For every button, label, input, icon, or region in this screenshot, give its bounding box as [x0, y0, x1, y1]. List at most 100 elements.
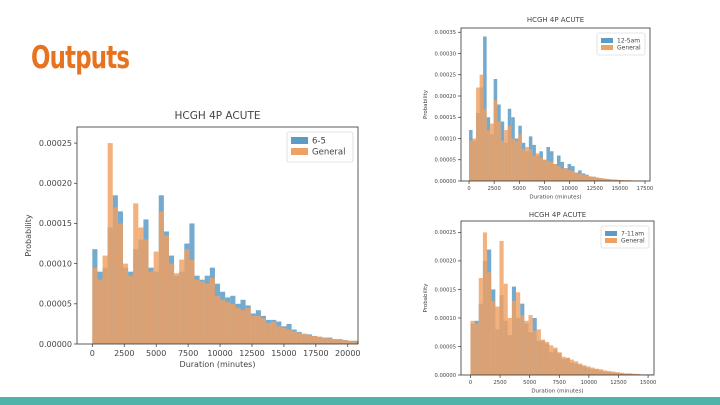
bar-general-4 [112, 207, 118, 344]
legend-label: 6-5 [312, 137, 326, 147]
bar-general-45 [627, 180, 631, 181]
x-tick-label: 20000 [335, 349, 360, 358]
bar-general-39 [606, 178, 610, 182]
bar-general-41 [613, 179, 617, 181]
bar-general-21 [542, 159, 547, 181]
bar-general-48 [337, 339, 343, 344]
chart-title: HCGH 4P ACUTE [527, 16, 584, 24]
x-tick-label: 12500 [239, 349, 264, 358]
plot-frame [460, 27, 651, 182]
bar-general-17 [528, 149, 533, 182]
bar-general-26 [560, 168, 565, 181]
bar-general-15 [532, 330, 537, 375]
bar-general-15 [168, 263, 175, 344]
bar-general-5 [117, 223, 123, 344]
bar-general-42 [306, 335, 313, 344]
chart-main: HCGH 4P ACUTE 0.00000 0.00005 0.00010 0.0001… [24, 110, 361, 369]
bar-general-13 [514, 140, 519, 182]
bar-general-7 [499, 240, 504, 375]
bar-general-25 [557, 166, 561, 182]
bar-general-0 [92, 267, 98, 344]
y-tick-label: 0.00000 [435, 373, 456, 379]
bar-general-27 [564, 168, 568, 181]
bar-general-24 [553, 164, 558, 181]
histogram-bars [92, 143, 359, 344]
x-tick-label: 17500 [637, 186, 654, 192]
bar-general-30 [574, 172, 579, 181]
bar-general-16 [174, 273, 180, 344]
bar-general-36 [619, 372, 624, 375]
bar-general-37 [623, 373, 628, 375]
bar-general-28 [235, 307, 241, 344]
y-tick-label: 0.00025 [39, 139, 72, 148]
bar-general-21 [199, 281, 205, 344]
bar-general-13 [524, 320, 529, 375]
y-tick-label: 0.00025 [435, 73, 456, 79]
bar-general-16 [525, 147, 529, 181]
y-tick-label: 0.00000 [435, 179, 456, 185]
bar-general-27 [582, 365, 587, 375]
x-tick-label: 2500 [114, 349, 134, 358]
bar-general-1 [472, 138, 477, 181]
bar-general-30 [594, 368, 599, 375]
x-tick-label: 5000 [146, 349, 166, 358]
y-tick-label: 0.00020 [435, 94, 456, 100]
bar-general-39 [291, 331, 297, 344]
bar-general-31 [598, 369, 604, 375]
y-tick-label: 0.00005 [435, 158, 456, 164]
bar-general-10 [511, 300, 517, 375]
y-tick-label: 0.00005 [39, 300, 72, 309]
bar-general-6 [122, 263, 129, 344]
bar-general-18 [532, 155, 536, 181]
bar-general-10 [504, 130, 508, 181]
bar-general-28 [586, 366, 591, 375]
bar-general-38 [286, 329, 292, 344]
bar-general-22 [561, 356, 566, 375]
x-tick-label: 5000 [513, 186, 526, 192]
bar-general-37 [599, 178, 603, 181]
bar-general-23 [565, 357, 570, 375]
legend-swatch [291, 137, 308, 144]
bar-general-26 [225, 302, 231, 344]
plot-frame [460, 220, 655, 376]
bar-general-30 [245, 307, 251, 344]
bar-general-23 [549, 161, 554, 182]
legend-swatch [601, 38, 613, 43]
bar-general-28 [567, 169, 572, 181]
bar-general-39 [632, 373, 637, 375]
bar-general-19 [189, 259, 195, 344]
x-tick-label: 7500 [178, 349, 198, 358]
x-tick-label: 17500 [303, 349, 328, 358]
bar-general-11 [516, 292, 521, 375]
legend-swatch [605, 231, 617, 236]
bar-general-19 [549, 345, 554, 375]
bar-general-18 [184, 249, 190, 344]
bar-general-20 [194, 279, 200, 344]
bar-general-45 [322, 337, 328, 344]
bar-general-4 [483, 108, 487, 181]
y-tick-label: 0.00010 [39, 259, 72, 268]
y-axis-label: Probability [24, 214, 33, 257]
bar-general-11 [148, 271, 154, 344]
y-tick-label: 0.00015 [39, 219, 72, 228]
bar-general-32 [603, 370, 608, 375]
legend-swatch [291, 148, 308, 155]
bar-general-49 [342, 339, 348, 344]
bar-general-40 [296, 332, 302, 344]
bar-general-24 [569, 359, 575, 375]
x-tick-label: 5000 [523, 380, 536, 386]
bar-general-35 [271, 321, 277, 344]
legend-swatch [601, 45, 613, 50]
bar-general-35 [592, 176, 596, 181]
y-tick-label: 0.00010 [435, 316, 456, 322]
bar-general-43 [620, 180, 624, 181]
bar-general-4 [487, 272, 492, 375]
bar-general-40 [636, 373, 641, 375]
bar-general-0 [469, 140, 473, 182]
bar-general-32 [581, 174, 586, 182]
x-tick-label: 7500 [538, 186, 551, 192]
x-tick-label: 12500 [586, 186, 603, 192]
bar-general-16 [536, 329, 541, 375]
bar-general-5 [491, 300, 496, 375]
